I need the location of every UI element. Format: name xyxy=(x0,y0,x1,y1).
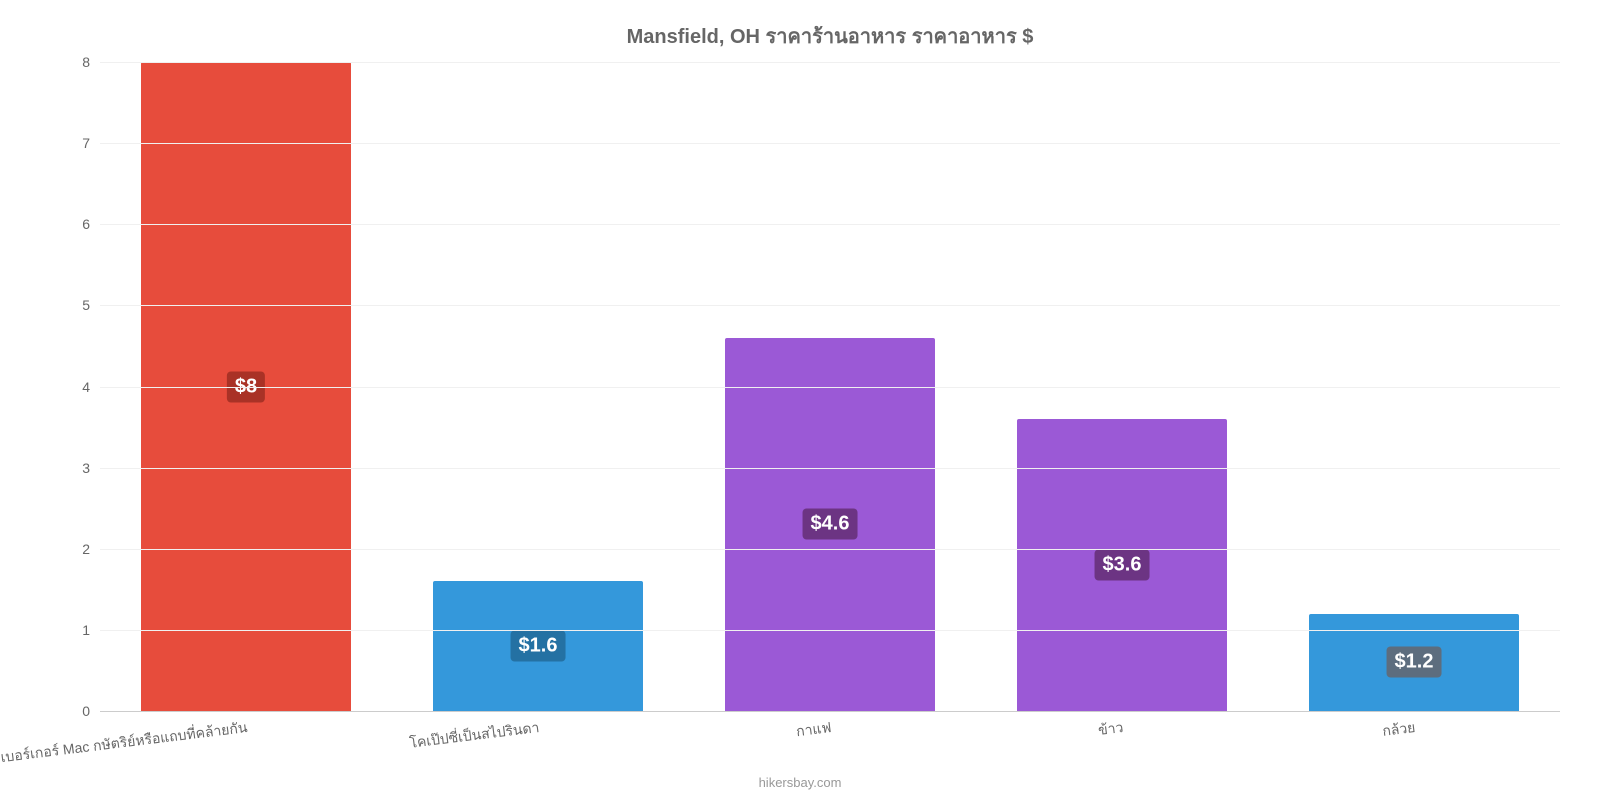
x-axis-label: เบอร์เกอร์ Mac กษัตริย์หรือแถบที่คล้ายกั… xyxy=(0,717,249,769)
gridline xyxy=(100,549,1560,550)
bar-value-label: $1.2 xyxy=(1387,647,1442,678)
gridline xyxy=(100,305,1560,306)
bar: $4.6 xyxy=(725,338,935,711)
y-tick-label: 0 xyxy=(82,703,100,719)
chart-container: Mansfield, OH ราคาร้านอาหาร ราคาอาหาร $ … xyxy=(0,0,1600,800)
bar: $3.6 xyxy=(1017,419,1227,711)
x-axis-label: ข้าว xyxy=(1097,717,1125,742)
y-tick-label: 3 xyxy=(82,460,100,476)
gridline xyxy=(100,387,1560,388)
y-tick-label: 5 xyxy=(82,297,100,313)
bar-value-label: $3.6 xyxy=(1095,549,1150,580)
y-tick-label: 1 xyxy=(82,622,100,638)
y-tick-label: 2 xyxy=(82,541,100,557)
bar-value-label: $4.6 xyxy=(803,509,858,540)
y-tick-label: 6 xyxy=(82,216,100,232)
gridline xyxy=(100,224,1560,225)
plot-area: $8$1.6$4.6$3.6$1.2 เบอร์เกอร์ Mac กษัตริ… xyxy=(100,62,1560,712)
x-axis-label: กาแฟ xyxy=(795,717,833,743)
gridline xyxy=(100,468,1560,469)
gridline xyxy=(100,630,1560,631)
gridline xyxy=(100,143,1560,144)
x-axis-label: กล้วย xyxy=(1381,717,1417,743)
x-axis-label: โคเป๊ปซี่เป็นสไปรินดา xyxy=(408,717,540,755)
y-tick-label: 7 xyxy=(82,135,100,151)
y-tick-label: 4 xyxy=(82,379,100,395)
bar: $1.6 xyxy=(433,581,643,711)
attribution-text: hikersbay.com xyxy=(759,775,842,790)
bar-value-label: $1.6 xyxy=(511,631,566,662)
y-tick-label: 8 xyxy=(82,54,100,70)
bar: $1.2 xyxy=(1309,614,1519,711)
chart-title: Mansfield, OH ราคาร้านอาหาร ราคาอาหาร $ xyxy=(100,20,1560,52)
gridline xyxy=(100,62,1560,63)
